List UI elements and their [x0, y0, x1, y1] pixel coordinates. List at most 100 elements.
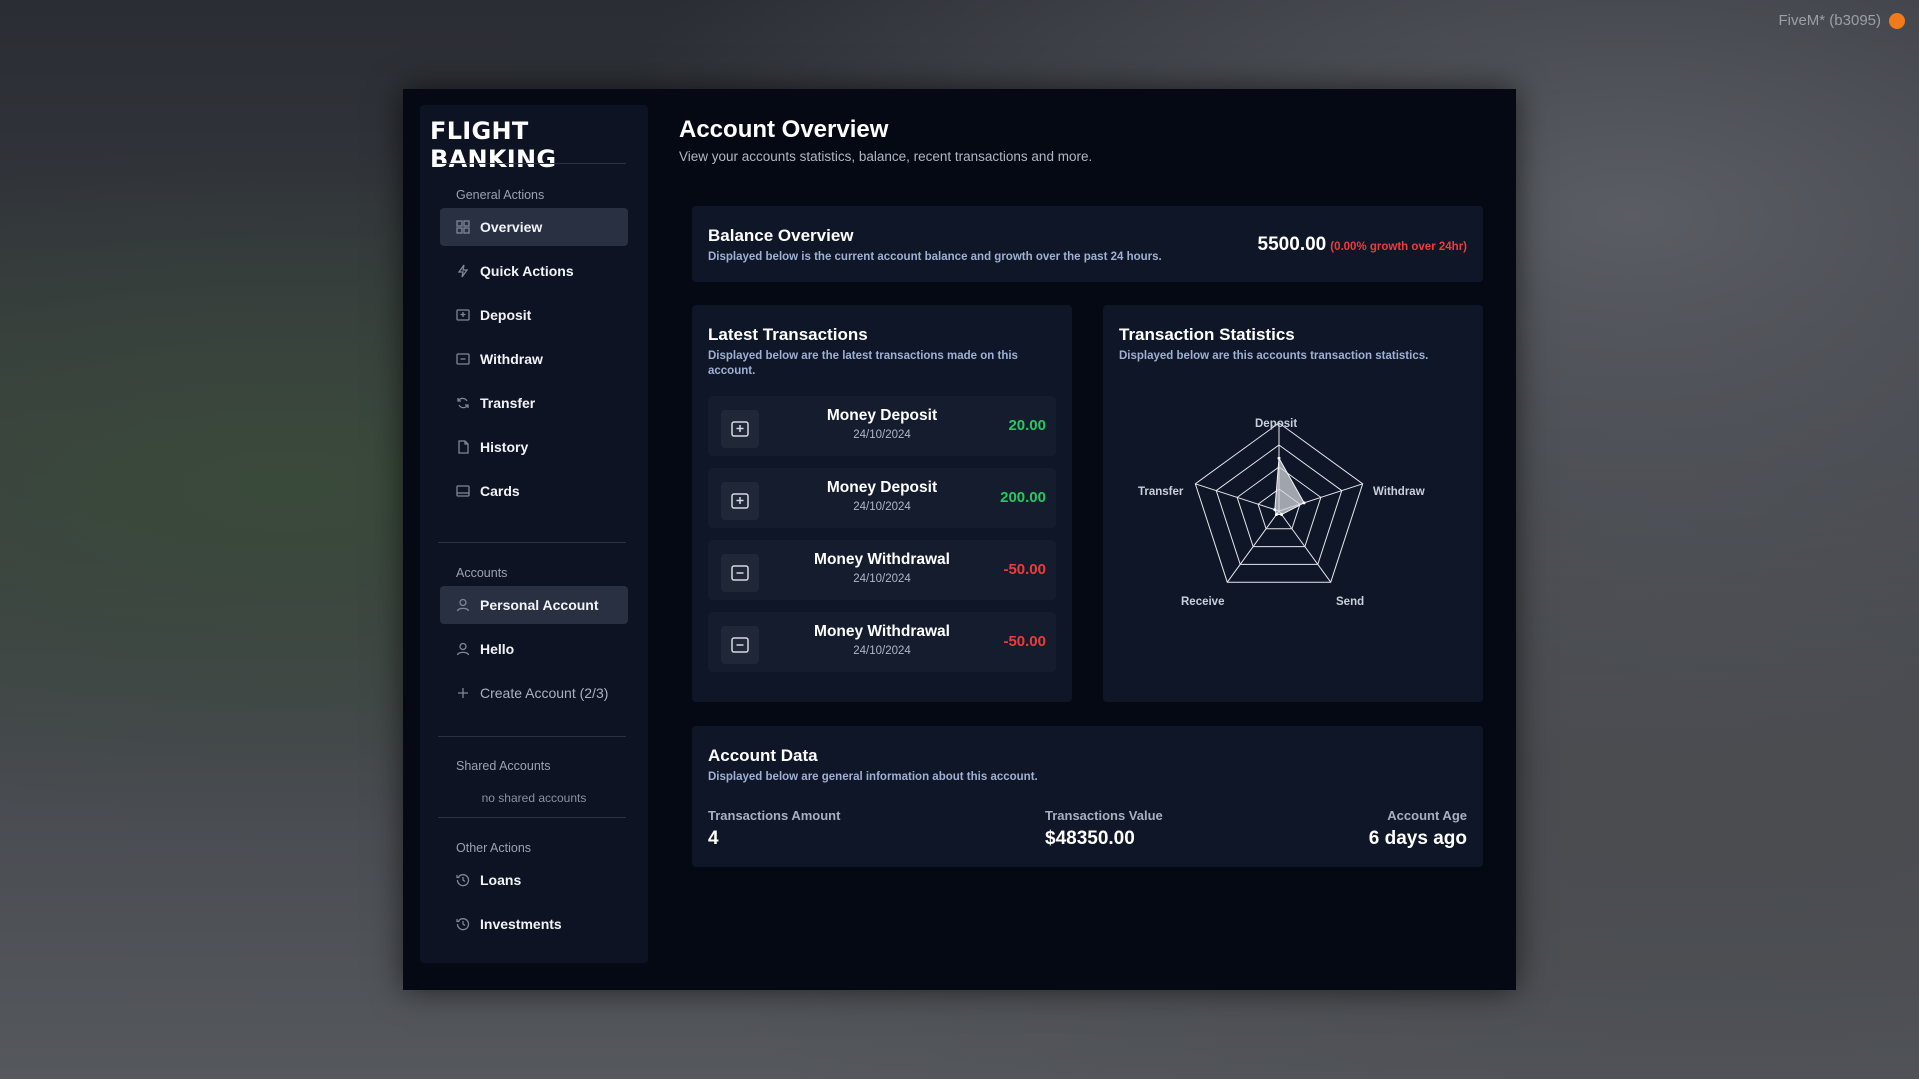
- sidebar-item-personal-account[interactable]: Personal Account: [440, 586, 628, 624]
- transaction-row[interactable]: Money Deposit 24/10/2024 20.00: [708, 396, 1056, 456]
- transaction-date: 24/10/2024: [853, 645, 911, 657]
- tx-amount-value: 4: [708, 828, 719, 849]
- radar-point-transfer: [1273, 508, 1277, 512]
- divider: [438, 163, 626, 164]
- section-label-shared: Shared Accounts: [456, 759, 551, 773]
- transactions-subtitle: Displayed below are the latest transacti…: [708, 350, 1018, 377]
- balance-title: Balance Overview: [708, 226, 854, 245]
- balance-amount-wrap: 5500.00 (0.00% growth over 24hr): [1258, 234, 1467, 256]
- history-icon: [456, 917, 470, 931]
- balance-subtitle: Displayed below is the current account b…: [708, 251, 1162, 263]
- sidebar-item-label: Loans: [480, 872, 522, 888]
- transaction-row[interactable]: Money Withdrawal 24/10/2024 -50.00: [708, 612, 1056, 672]
- plus-icon: [456, 686, 470, 700]
- radar-axis-send: [1278, 510, 1332, 583]
- transaction-name: Money Withdrawal: [814, 551, 950, 568]
- transaction-name: Money Withdrawal: [814, 623, 950, 640]
- history-icon: [456, 873, 470, 887]
- divider: [438, 736, 626, 737]
- transaction-name: Money Deposit: [826, 479, 938, 496]
- sidebar-item-label: Hello: [480, 641, 515, 657]
- sidebar-item-transfer[interactable]: Transfer: [440, 384, 628, 422]
- deposit-icon: [721, 482, 759, 520]
- stats-subtitle: Displayed below are this accounts transa…: [1119, 350, 1429, 362]
- sidebar-item-withdraw[interactable]: Withdraw: [440, 340, 628, 378]
- transaction-date: 24/10/2024: [853, 429, 911, 441]
- brand-title: FLIGHT BANKING: [430, 117, 557, 173]
- radar-point-deposit: [1277, 456, 1281, 460]
- radar-axis-receive: [1226, 510, 1280, 583]
- radar-label-send: Send: [1336, 596, 1365, 608]
- radar-point-receive: [1274, 513, 1278, 517]
- radar-point-send: [1280, 513, 1284, 517]
- account-data-title: Account Data: [708, 746, 818, 765]
- radar-label-transfer: Transfer: [1138, 486, 1184, 498]
- stats-title: Transaction Statistics: [1119, 325, 1295, 344]
- sidebar-item-label: Deposit: [480, 307, 532, 323]
- create-account-button[interactable]: Create Account (2/3): [440, 674, 628, 712]
- sidebar-item-investments[interactable]: Investments: [440, 905, 628, 943]
- radar-label-deposit: Deposit: [1255, 418, 1298, 430]
- sidebar-item-label: History: [480, 439, 529, 455]
- lightning-icon: [456, 264, 470, 278]
- transaction-row[interactable]: Money Deposit 24/10/2024 200.00: [708, 468, 1056, 528]
- sidebar-item-quick-actions[interactable]: Quick Actions: [440, 252, 628, 290]
- transaction-row[interactable]: Money Withdrawal 24/10/2024 -50.00: [708, 540, 1056, 600]
- user-icon: [456, 598, 470, 612]
- sidebar-item-label: Investments: [480, 916, 562, 932]
- sidebar-item-deposit[interactable]: Deposit: [440, 296, 628, 334]
- radar-label-withdraw: Withdraw: [1373, 486, 1425, 498]
- tx-value-label: Transactions Value: [1045, 808, 1163, 823]
- shared-empty-text: no shared accounts: [481, 791, 587, 805]
- section-label-accounts: Accounts: [456, 566, 508, 580]
- user-icon: [456, 642, 470, 656]
- divider: [438, 817, 626, 818]
- tx-value-value: $48350.00: [1045, 828, 1135, 849]
- radar-grid-ring: [1236, 466, 1322, 548]
- sidebar-item-loans[interactable]: Loans: [440, 861, 628, 899]
- sidebar-item-label: Cards: [480, 483, 520, 499]
- withdraw-icon: [456, 352, 470, 366]
- deposit-icon: [456, 308, 470, 322]
- sidebar-item-label: Withdraw: [480, 351, 543, 367]
- sidebar-item-hello[interactable]: Hello: [440, 630, 628, 668]
- fivem-logo-icon: [1889, 13, 1905, 29]
- transfer-icon: [456, 396, 470, 410]
- deposit-icon: [721, 410, 759, 448]
- transaction-name: Money Deposit: [826, 407, 938, 424]
- balance-overview-card: Balance Overview Displayed below is the …: [692, 206, 1483, 282]
- latest-transactions-card: Latest Transactions Displayed below are …: [692, 305, 1072, 702]
- account-age-label: Account Age: [1387, 808, 1467, 823]
- transaction-date: 24/10/2024: [853, 501, 911, 513]
- transaction-amount: -50.00: [1003, 561, 1046, 578]
- withdraw-icon: [721, 554, 759, 592]
- sidebar-item-label: Overview: [480, 219, 543, 235]
- transactions-title: Latest Transactions: [708, 325, 868, 344]
- transaction-amount: 200.00: [1000, 489, 1046, 506]
- sidebar-item-overview[interactable]: Overview: [440, 208, 628, 246]
- account-data-card: Account Data Displayed below are general…: [692, 726, 1483, 867]
- page-subtitle: View your accounts statistics, balance, …: [679, 149, 1093, 164]
- document-icon: [456, 440, 470, 454]
- radar-grid-ring: [1215, 444, 1343, 565]
- transaction-amount: 20.00: [1008, 417, 1046, 434]
- sidebar-item-label: Personal Account: [480, 597, 599, 613]
- sidebar-item-label: Quick Actions: [480, 263, 574, 279]
- radar-point-withdraw: [1302, 501, 1306, 505]
- create-account-label: Create Account (2/3): [480, 685, 609, 701]
- section-label-other: Other Actions: [456, 841, 532, 855]
- sidebar-item-history[interactable]: History: [440, 428, 628, 466]
- sidebar: FLIGHT BANKING General Actions Overview …: [420, 105, 648, 963]
- balance-amount: 5500.00: [1257, 234, 1327, 255]
- account-data-subtitle: Displayed below are general information …: [708, 771, 1038, 783]
- radar-chart: [1194, 422, 1364, 583]
- radar-series-area: [1274, 456, 1305, 516]
- tx-amount-label: Transactions Amount: [708, 808, 841, 823]
- sidebar-item-cards[interactable]: Cards: [440, 472, 628, 510]
- balance-growth: (0.00% growth over 24hr): [1330, 241, 1467, 253]
- transaction-amount: -50.00: [1003, 633, 1046, 650]
- radar-grid-ring: [1194, 422, 1364, 583]
- banking-app-window: FLIGHT BANKING General Actions Overview …: [403, 89, 1516, 990]
- withdraw-icon: [721, 626, 759, 664]
- grid-icon: [456, 220, 470, 234]
